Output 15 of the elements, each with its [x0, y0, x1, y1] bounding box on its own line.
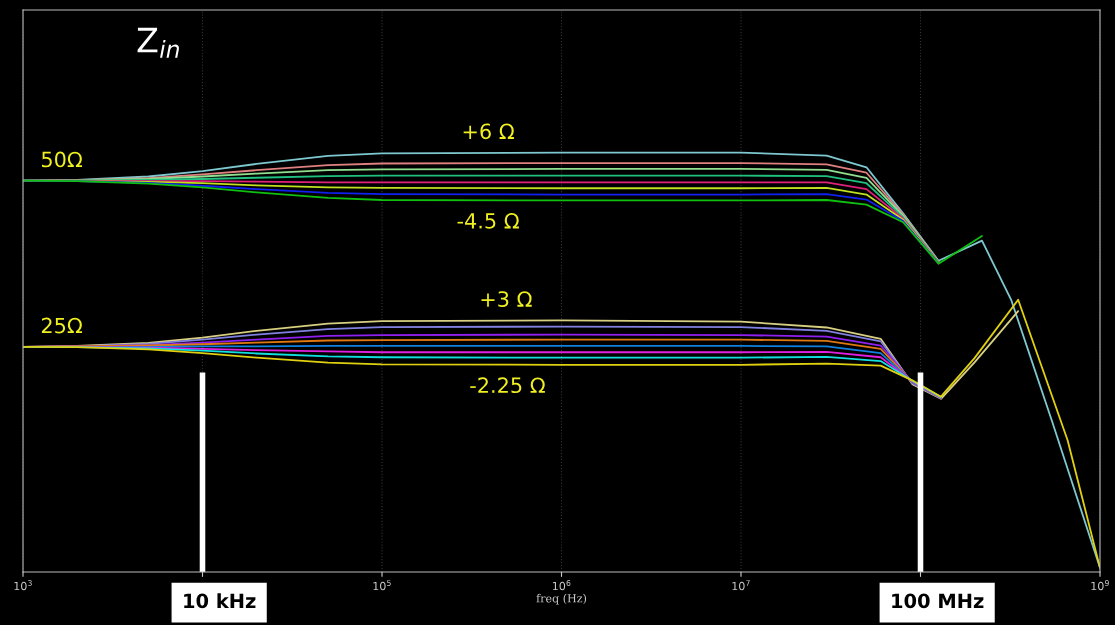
annotation: +6 Ω — [463, 123, 514, 140]
annotation: -2.25 Ω — [470, 377, 545, 394]
x-tick-label: 10$^{9}$ — [1091, 580, 1109, 591]
chart-title: Z$_{in}$ — [137, 27, 179, 58]
annotation: 50Ω — [42, 151, 83, 168]
annotation: -4.5 Ω — [457, 213, 519, 229]
ref-line-label: 10 kHz — [184, 593, 256, 609]
x-tick-label: 10$^{5}$ — [373, 580, 391, 591]
x-tick-label: 10$^{6}$ — [552, 580, 571, 591]
annotation: 25Ω — [41, 317, 83, 334]
ref-line-label: 100 MHz — [892, 593, 984, 609]
x-tick-label: 10$^{7}$ — [732, 580, 750, 591]
x-tick-label: 10$^{3}$ — [14, 580, 32, 591]
x-axis-title: freq (Hz) — [536, 593, 587, 605]
annotation: +3 Ω — [481, 291, 532, 307]
